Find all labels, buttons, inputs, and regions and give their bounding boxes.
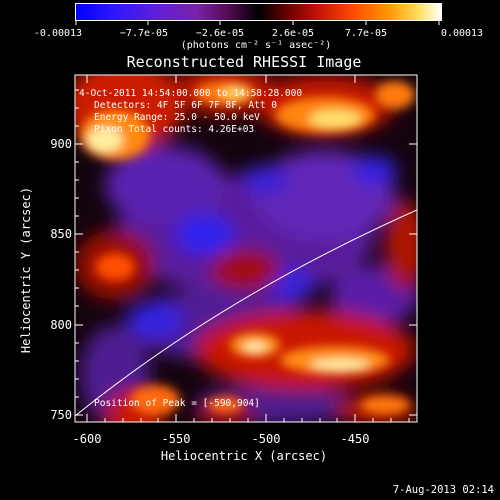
peak-position-text: Position of Peak = [-590,904] bbox=[94, 398, 260, 409]
counts-text: Pixon Total counts: 4.26E+03 bbox=[94, 124, 255, 135]
colorbar-units: (photons cm⁻² s⁻¹ asec⁻²) bbox=[180, 40, 332, 51]
colorbar-tick-label: -0.00013 bbox=[33, 28, 83, 39]
y-axis-label: Heliocentric Y (arcsec) bbox=[19, 186, 33, 354]
y-tick-label: 900 bbox=[50, 137, 72, 151]
colorbar-ticks bbox=[75, 20, 440, 25]
colorbar-tick-label: −7.7e-05 bbox=[119, 28, 169, 39]
colorbar-tick-label: 0.00013 bbox=[440, 28, 484, 39]
x-tick-label: -600 bbox=[72, 432, 102, 446]
colorbar-tick-label: 2.6e-05 bbox=[271, 28, 315, 39]
time-range-text: 4-Oct-2011 14:54:00.000 to 14:58:28.000 bbox=[79, 88, 303, 99]
colorbar-tick-label: 7.7e-05 bbox=[344, 28, 388, 39]
rhessi-image: 4-Oct-2011 14:54:00.000 to 14:58:28.000 … bbox=[75, 75, 417, 422]
detectors-text: Detectors: 4F 5F 6F 7F 8F, Att 0 bbox=[94, 100, 278, 111]
y-tick-label: 750 bbox=[50, 408, 72, 422]
generation-date: 7-Aug-2013 02:14 bbox=[392, 484, 494, 496]
x-tick-label: -550 bbox=[161, 432, 191, 446]
image-map bbox=[75, 75, 417, 422]
colorbar-tick-label: −2.6e-05 bbox=[195, 28, 245, 39]
x-axis-label: Heliocentric X (arcsec) bbox=[160, 449, 328, 463]
solar-limb-curve bbox=[75, 209, 417, 417]
plot-title: Reconstructed RHESSI Image bbox=[126, 53, 362, 71]
y-tick-label: 800 bbox=[50, 318, 72, 332]
energy-range-text: Energy Range: 25.0 - 50.0 keV bbox=[94, 112, 260, 123]
colorbar bbox=[75, 3, 442, 21]
y-tick-label: 850 bbox=[50, 227, 72, 241]
x-tick-label: -500 bbox=[251, 432, 281, 446]
x-tick-label: -450 bbox=[340, 432, 370, 446]
